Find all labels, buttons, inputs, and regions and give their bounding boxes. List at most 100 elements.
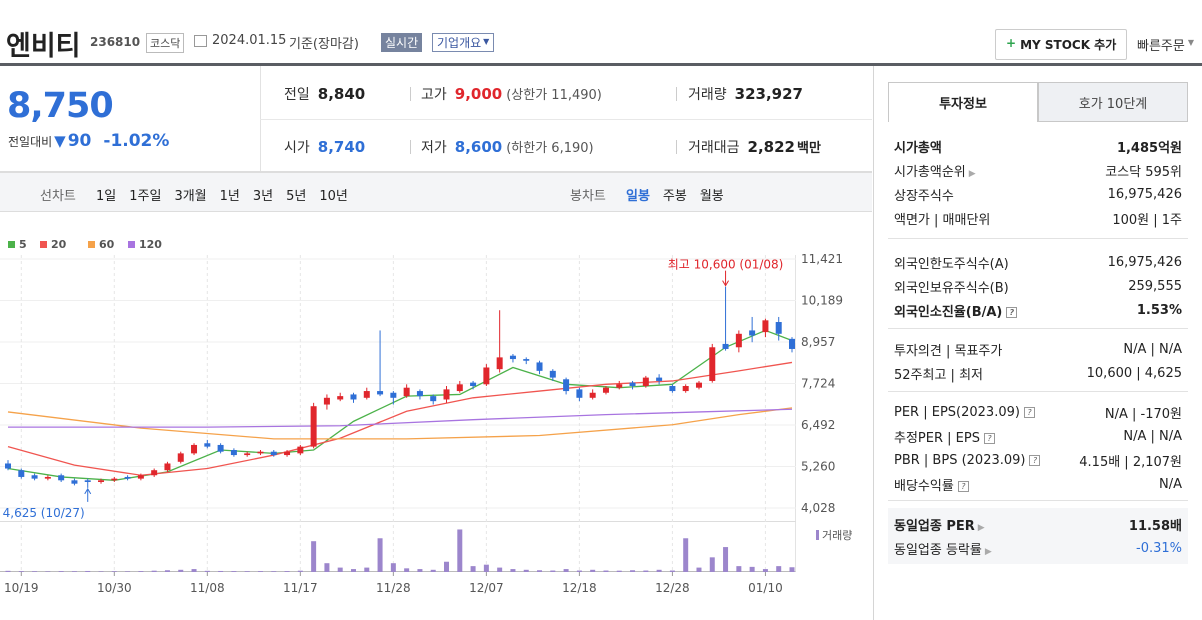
period-button[interactable]: 일봉 [626,189,650,204]
stat-value: 9,000 [454,85,503,103]
info-value: 4.15배 | 2,107원 [1079,454,1182,470]
y-tick-label: 6,492 [801,418,835,432]
overview-button[interactable]: 기업개요 ▼ [432,33,495,52]
info-row: PBR | BPS (2023.09)? 4.15배 | 2,107원 [888,448,1188,472]
info-row: 상장주식수 16,975,426 [888,182,1188,206]
section: 동일업종 PER ▶ 11.58배 동일업종 등락률 ▶ -0.31% [888,508,1188,564]
period-button[interactable]: 3개월 [174,189,207,204]
stat-label: 전일 [284,87,310,103]
stat: 시가 8,740 [284,137,365,157]
period-button[interactable]: 주봉 [662,189,687,204]
info-value: 16,975,426 [1107,254,1182,270]
info-label: 시가총액 [894,140,942,156]
info-row: 시가총액 1,485억원 [888,134,1188,158]
quick-order[interactable]: 빠른주문 ▼ [1137,35,1194,54]
y-tick-label: 7,724 [801,377,835,391]
section: 외국인한도주식수(A) 16,975,426 외국인보유주식수(B) 259,555… [888,246,1188,329]
section: 시가총액 1,485억원 시가총액순위 ▶ 코스닥 595위 상장주식수 16,975,… [888,134,1188,239]
x-tick-label: 11/17 [283,581,318,595]
line-chart-label: 선차트 [40,189,76,204]
x-tick-label: 10/30 [97,581,132,595]
info-value: N/A | N/A [1123,428,1182,444]
legend-label: 60 [99,238,115,251]
help-icon[interactable]: ? [1023,406,1035,418]
x-tick-label: 12/07 [469,581,504,595]
period-button[interactable]: 10년 [319,189,348,204]
info-label: 외국인한도주식수(A) [894,256,1009,272]
stat-value: 323,927 [734,85,803,103]
calendar-icon [194,35,207,47]
y-tick-label: 8,957 [801,335,835,349]
stat-value: 8,740 [317,138,366,156]
help-icon[interactable]: ? [1006,306,1018,318]
change-rate: -1.02% [103,131,170,151]
y-tick-label: 11,421 [801,252,843,266]
x-tick-label: 10/19 [4,581,39,595]
info-value: N/A | N/A [1123,341,1182,357]
legend-label: 120 [139,238,162,251]
stat: 전일 8,840 [284,84,365,104]
period-button[interactable]: 3년 [252,189,274,204]
info-row: 52주최고 | 최저 10,600 | 4,625 [888,361,1188,385]
info-label[interactable]: 동일업종 PER [894,518,975,534]
stat: 거래대금 2,822 백만 [688,137,821,157]
realtime-badge[interactable]: 실시간 [381,33,423,52]
tab[interactable]: 투자정보 [888,82,1038,122]
info-label: 외국인소진율(B/A) [894,304,1003,320]
help-icon[interactable]: ? [983,432,995,444]
volume-legend-swatch [816,530,819,540]
change-label: 전일대비 [8,134,53,149]
date-basis: 기준(장마감) [289,37,359,52]
info-row: 추정PER | EPS? N/A | N/A [888,424,1188,448]
tab[interactable]: 호가 10단계 [1038,82,1188,122]
market-badge: 코스닥 [146,33,185,53]
arrow-icon: ▶ [984,546,992,557]
help-icon[interactable]: ? [957,480,969,492]
info-label[interactable]: 동일업종 등락률 [894,542,982,558]
separator [410,87,411,101]
info-value: N/A | -170원 [1104,406,1182,422]
period-button[interactable]: 1일 [96,189,117,204]
stat-value: 8,840 [317,85,366,103]
period-button[interactable]: 5년 [286,189,307,204]
x-tick-label: 12/28 [655,581,690,595]
info-label: 상장주식수 [894,188,954,204]
info-label: PER | EPS(2023.09) [894,404,1020,420]
stat-label: 고가 [421,87,447,103]
info-value: -0.31% [1136,540,1182,556]
info-value: 1.53% [1136,302,1182,318]
divider [260,119,872,120]
separator [676,87,677,101]
period-button[interactable]: 월봉 [699,189,724,204]
period-button[interactable]: 1주일 [129,189,162,204]
x-tick-label: 11/08 [190,581,225,595]
period-button[interactable]: 1년 [219,189,240,204]
separator [410,140,411,154]
info-label[interactable]: 시가총액순위 [894,164,966,180]
stat: 고가 9,000 (상한가 11,490) [421,84,602,104]
legend-label: 20 [51,238,67,251]
help-icon[interactable]: ? [1029,454,1041,466]
mystock-button[interactable]: + MY STOCK 추가 [995,29,1128,60]
section: 투자의견 | 목표주가 N/A | N/A 52주최고 | 최저 10,600 | … [888,334,1188,392]
quick-order-text: 빠른주문 [1137,39,1185,54]
header-divider [0,63,1202,66]
down-arrow: ▼ [54,132,66,150]
current-price: 8,750 [7,86,114,126]
info-value: 10,600 | 4,625 [1086,365,1182,381]
info-row: 액면가 | 매매단위 100원 | 1주 [888,206,1188,230]
info-label: 외국인보유주식수(B) [894,280,1009,296]
info-value: 100원 | 1주 [1112,212,1182,228]
plus-icon: + [1006,36,1017,50]
info-row: 외국인한도주식수(A) 16,975,426 [888,250,1188,274]
info-value: N/A [1159,476,1182,492]
stat: 거래량 323,927 [688,84,803,104]
info-value: 259,555 [1128,278,1182,294]
stat: 저가 8,600 (하한가 6,190) [421,137,594,157]
dropdown-arrow: ▼ [483,37,490,46]
stock-name: 엔비티 [6,31,81,62]
legend-swatch [88,241,95,248]
arrow-icon: ▶ [977,522,985,533]
change: 90 [67,131,92,151]
